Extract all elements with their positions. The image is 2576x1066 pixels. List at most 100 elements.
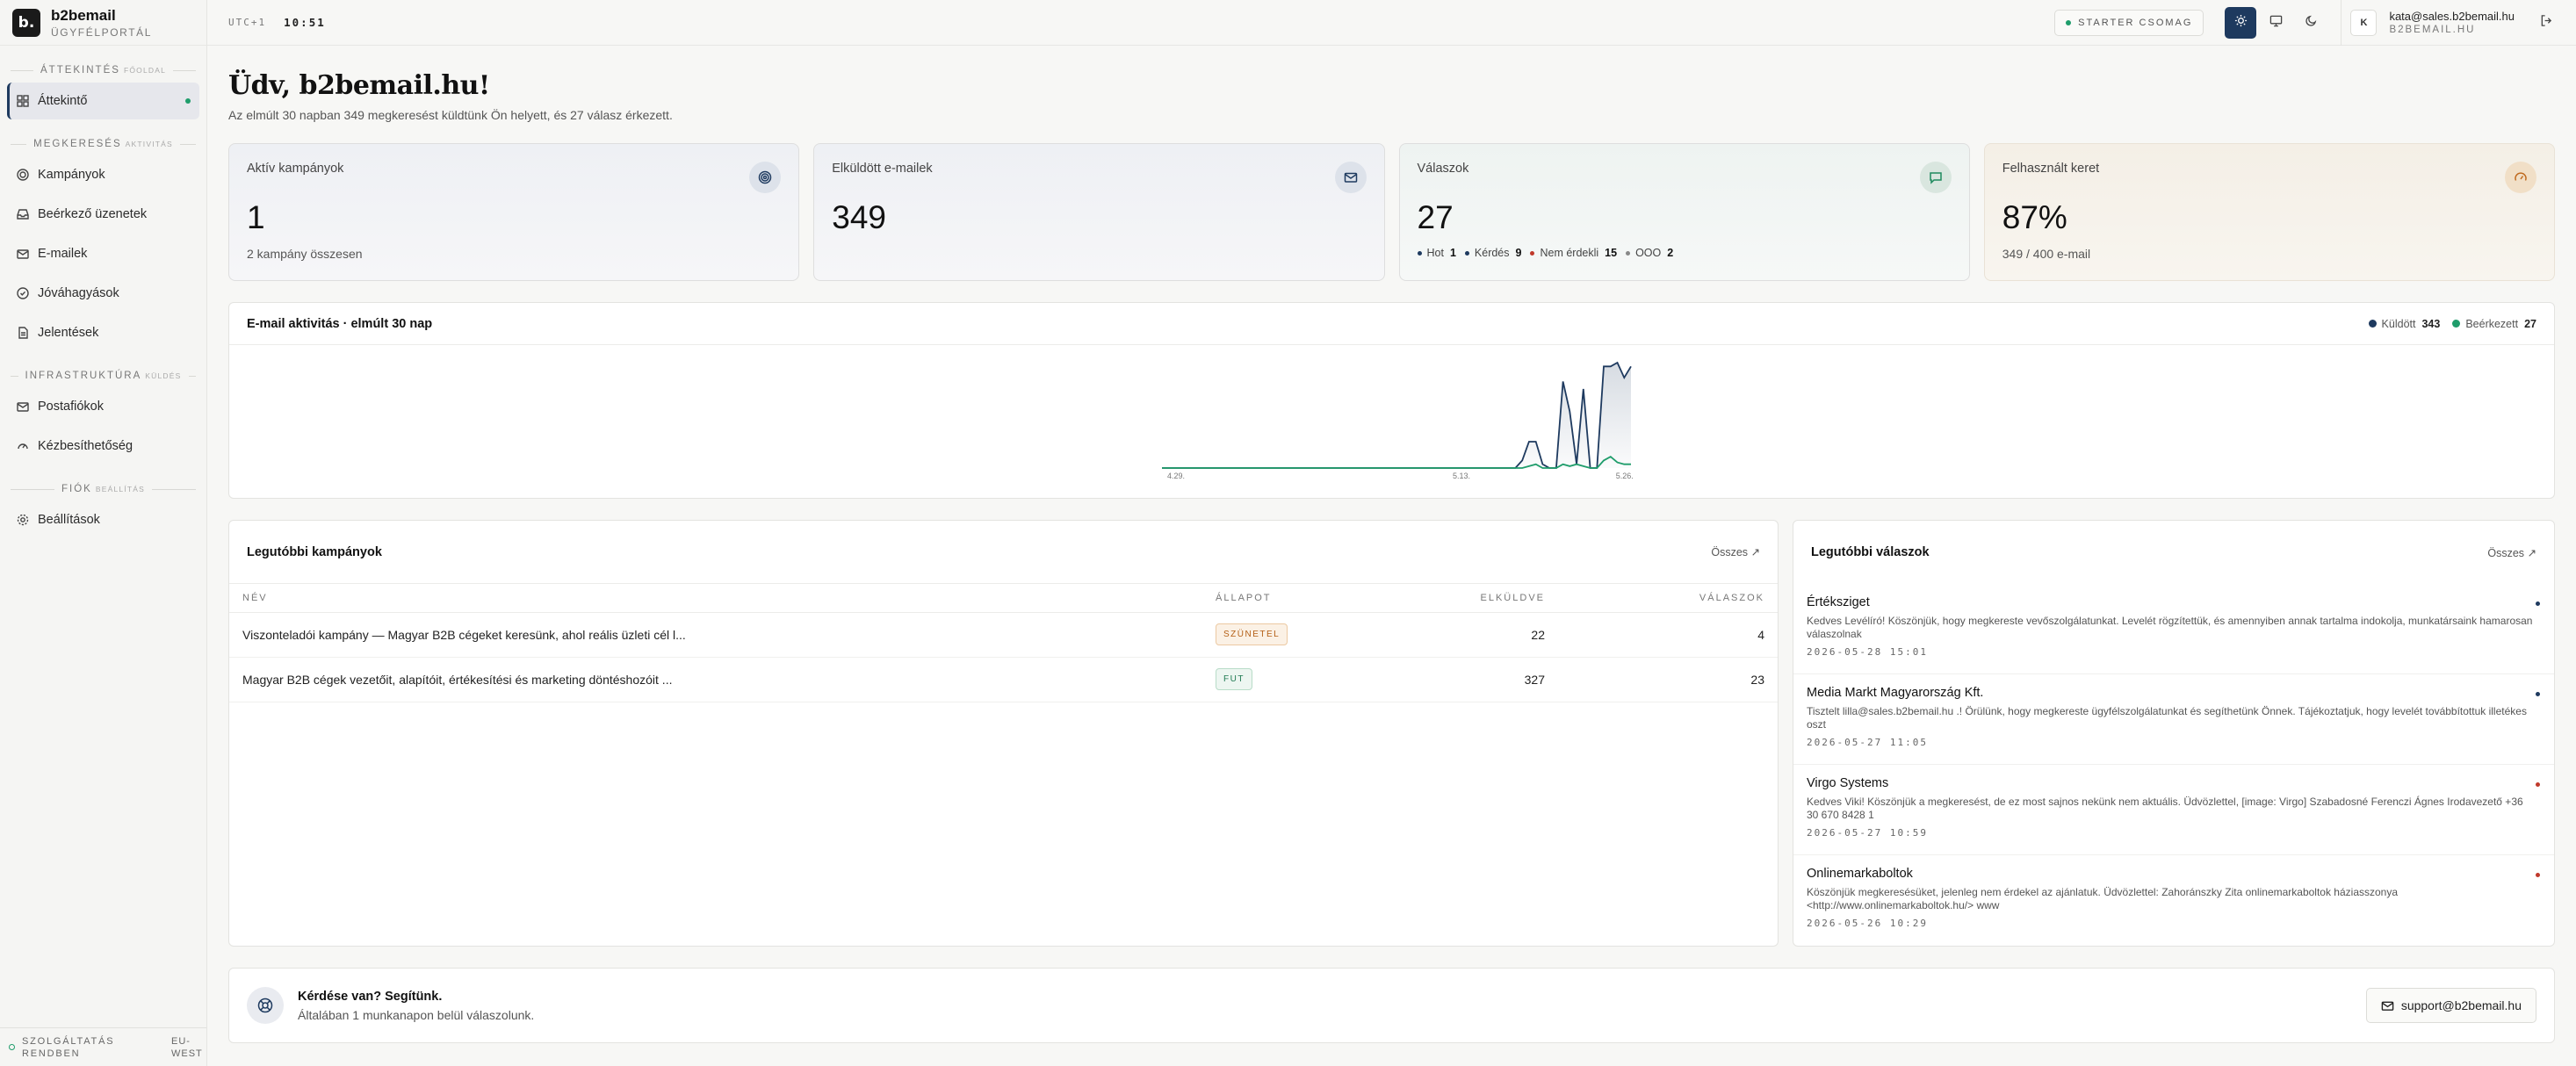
table-row[interactable]: Viszonteladói kampány — Magyar B2B cégek… <box>229 612 1778 658</box>
sidebar-item-mailboxes[interactable]: Postafiókok <box>7 388 199 425</box>
sidebar-item-overview[interactable]: Áttekintő <box>7 83 199 119</box>
campaigns-title: Legutóbbi kampányok <box>247 544 382 559</box>
x-tick-label: 5.26. <box>1616 472 1634 480</box>
moon-icon <box>2305 14 2318 31</box>
plan-dot-icon <box>2066 19 2072 25</box>
stat-sent-emails[interactable]: Elküldött e-mailek 349 <box>813 143 1385 281</box>
stat-sub: 349 / 400 e-mail <box>2002 247 2091 261</box>
sidebar: b. b2bemail ÜGYFÉLPORTÁL ÁTTEKINTÉS FŐOLD… <box>0 0 207 1066</box>
stat-replies[interactable]: Válaszok 27 Hot 1 Kérdés 9 Nem érdekli 15 O… <box>1398 143 1970 281</box>
stat-label: Aktív kampányok <box>247 162 344 176</box>
monitor-icon <box>2269 14 2283 31</box>
reply-sender: Onlinemarkaboltok <box>1807 867 1913 881</box>
inbox-icon <box>16 207 30 221</box>
column-header[interactable]: VÁLASZOK <box>1558 584 1778 613</box>
target-icon <box>16 168 30 182</box>
logout-button[interactable] <box>2537 14 2555 32</box>
light-theme-button[interactable] <box>2225 6 2257 39</box>
nav-section-overview: ÁTTEKINTÉS FŐOLDAL <box>11 65 197 76</box>
target-icon <box>749 162 782 193</box>
column-header[interactable]: ÁLLAPOT <box>1202 584 1369 613</box>
sidebar-item-label: Kézbesíthetőség <box>38 439 133 453</box>
user-domain: B2BEMAIL.HU <box>2389 25 2476 35</box>
stat-sub: 2 kampány összesen <box>247 247 363 261</box>
x-tick-label: 5.13. <box>1453 472 1470 480</box>
sun-icon <box>2234 14 2248 31</box>
sidebar-item-label: Jelentések <box>38 326 99 340</box>
stat-label: Válaszok <box>1417 162 1469 176</box>
plan-badge[interactable]: STARTER CSOMAG <box>2054 9 2204 36</box>
check-circle-icon <box>16 286 30 300</box>
reply-preview: Kedves Levélíró! Köszönjük, hogy megkere… <box>1807 615 2533 640</box>
stat-value: 1 <box>247 199 265 235</box>
help-title: Kérdése van? Segítünk. <box>298 989 443 1004</box>
legend-sent: Küldött 343 <box>2368 318 2440 330</box>
replies-all-link[interactable]: Összes ↗ <box>2487 546 2536 559</box>
reply-sender: Virgo Systems <box>1807 776 1889 790</box>
column-header[interactable]: NÉV <box>229 584 1202 613</box>
dark-theme-button[interactable] <box>2295 7 2327 39</box>
help-panel: Kérdése van? Segítünk. Általában 1 munka… <box>228 968 2555 1043</box>
gear-icon <box>16 513 30 527</box>
activity-chart-panel: E-mail aktivitás · elmúlt 30 nap Küldött… <box>228 302 2555 499</box>
service-status: SZOLGÁLTATÁS RENDBEN EU-WEST <box>0 1027 206 1066</box>
brand[interactable]: b. b2bemail ÜGYFÉLPORTÁL <box>0 0 206 46</box>
region-label: EU-WEST <box>171 1035 203 1059</box>
avatar[interactable]: K <box>2350 9 2378 36</box>
list-item[interactable]: Media Markt Magyarország Kft. Tisztelt l… <box>1793 674 2554 765</box>
brand-name: b2bemail <box>51 6 116 24</box>
reply-category-tags: Hot 1 Kérdés 9 Nem érdekli 15 OOO 2 <box>1417 247 1952 259</box>
support-email-button[interactable]: support@b2bemail.hu <box>2365 988 2536 1023</box>
active-dot <box>185 98 191 104</box>
sidebar-item-label: Kampányok <box>38 168 105 182</box>
mail-icon <box>2381 999 2394 1012</box>
column-header[interactable]: ELKÜLDVE <box>1369 584 1558 613</box>
gauge-icon <box>16 439 30 453</box>
help-subtitle: Általában 1 munkanapon belül válaszolunk… <box>298 1007 535 1022</box>
document-icon <box>16 326 30 340</box>
tag-ooo: OOO 2 <box>1626 247 1673 259</box>
clock: 10:51 <box>284 16 326 29</box>
campaign-name: Viszonteladói kampány — Magyar B2B cégek… <box>229 612 1202 658</box>
tag-not-interested: Nem érdekli 15 <box>1530 247 1617 259</box>
reply-time: 2026-05-28 15:01 <box>1807 646 1928 658</box>
grid-icon <box>16 94 30 108</box>
lifebuoy-icon <box>247 987 284 1024</box>
reply-time: 2026-05-27 11:05 <box>1807 737 1928 748</box>
sidebar-item-inbox[interactable]: Beérkező üzenetek <box>7 196 199 233</box>
list-item[interactable]: Onlinemarkaboltok Köszönjük megkeresésük… <box>1793 855 2554 946</box>
nav-section-infrastructure: INFRASTRUKTÚRA KÜLDÉS <box>11 371 196 381</box>
series-line-1 <box>1162 456 1631 469</box>
topbar: UTC+1 10:51 STARTER CSOMAG <box>207 0 2576 46</box>
replies-list: Értéksziget Kedves Levélíró! Köszönjük, … <box>1793 584 2554 946</box>
stat-active-campaigns[interactable]: Aktív kampányok 1 2 kampány összesen <box>228 143 800 281</box>
sidebar-item-settings[interactable]: Beállítások <box>7 501 199 538</box>
stat-label: Felhasznált keret <box>2002 162 2100 176</box>
status-dot-icon <box>9 1044 15 1050</box>
system-theme-button[interactable] <box>2260 7 2291 39</box>
reply-status-dot <box>2536 601 2540 606</box>
sidebar-item-approvals[interactable]: Jóváhagyások <box>7 275 199 312</box>
nav-section-account: FIÓK BEÁLLÍTÁS <box>11 484 196 494</box>
stat-quota-used[interactable]: Felhasznált keret 87% 349 / 400 e-mail <box>1983 143 2555 281</box>
sidebar-item-campaigns[interactable]: Kampányok <box>7 156 199 193</box>
reply-sender: Értéksziget <box>1807 595 1870 609</box>
activity-chart: 4.29. 5.13. 5.26. <box>1162 361 1634 480</box>
list-item[interactable]: Értéksziget Kedves Levélíró! Köszönjük, … <box>1793 584 2554 674</box>
status-badge: SZÜNETEL <box>1216 623 1288 645</box>
sent-count: 327 <box>1369 657 1558 702</box>
table-row[interactable]: Magyar B2B cégek vezetőit, alapítóit, ér… <box>229 657 1778 702</box>
sidebar-item-reports[interactable]: Jelentések <box>7 314 199 351</box>
sidebar-item-label: Beérkező üzenetek <box>38 207 148 221</box>
user-menu[interactable]: kata@sales.b2bemail.hu B2BEMAIL.HU <box>2389 10 2515 35</box>
replies-title: Legutóbbi válaszok <box>1811 545 1930 559</box>
status-badge: FUT <box>1216 668 1252 690</box>
support-email-label: support@b2bemail.hu <box>2400 998 2522 1012</box>
plan-label: STARTER CSOMAG <box>2078 17 2193 28</box>
sidebar-item-deliverability[interactable]: Kézbesíthetőség <box>7 428 199 465</box>
sidebar-item-emails[interactable]: E-mailek <box>7 235 199 272</box>
sidebar-item-label: Beállítások <box>38 513 100 527</box>
stat-label: Elküldött e-mailek <box>832 162 933 176</box>
campaigns-all-link[interactable]: Összes ↗ <box>1711 546 1760 558</box>
list-item[interactable]: Virgo Systems Kedves Viki! Köszönjük a m… <box>1793 765 2554 855</box>
